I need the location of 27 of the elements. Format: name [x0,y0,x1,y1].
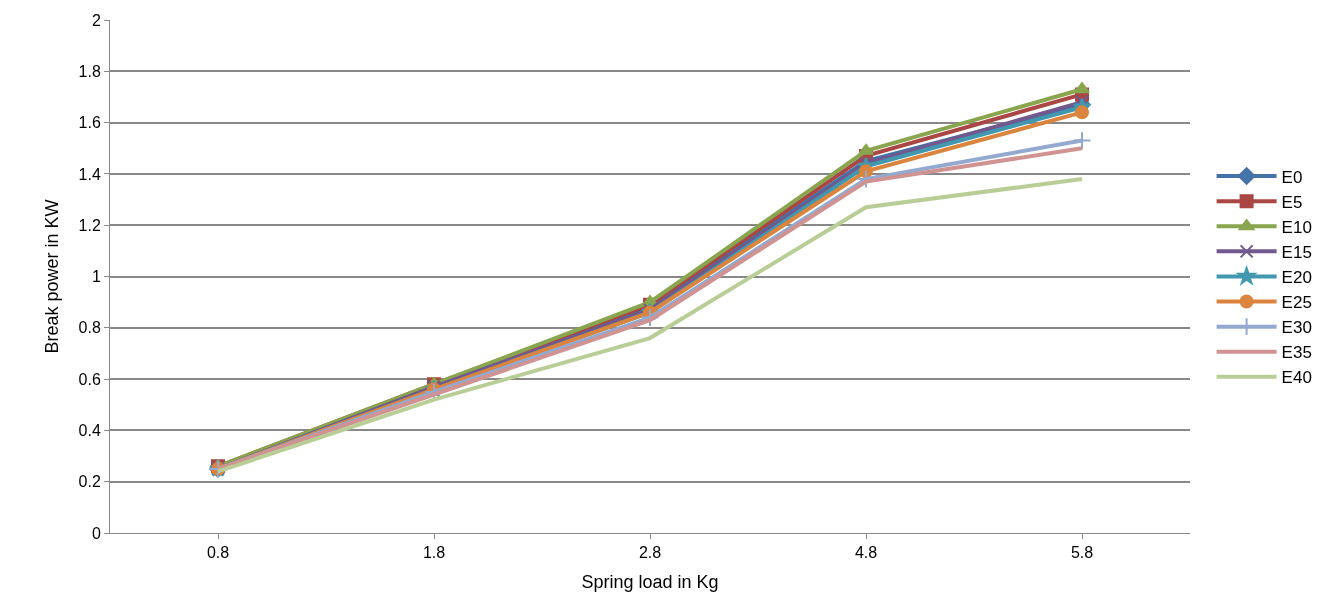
y-axis-title: Break power in KW [41,199,62,354]
y-tick-label: 1.6 [78,114,101,132]
y-tick-label: 0.2 [78,473,101,491]
y-tick-label: 1.8 [78,62,101,80]
x-tick-label: 4.8 [854,544,878,562]
x-tick-label: 2.8 [638,544,662,562]
y-tick-label: 0.8 [78,319,101,337]
legend-label: E30 [1281,318,1312,338]
y-tick-label: 1.2 [78,216,101,234]
y-tick-label: 1 [91,268,101,286]
y-tick-label: 2 [91,11,101,29]
x-tick-label: 5.8 [1070,544,1094,562]
legend-label: E5 [1281,192,1303,212]
legend-label: E35 [1281,343,1312,363]
legend-label: E20 [1281,268,1312,288]
y-tick-label: 0 [91,524,101,542]
legend-label: E0 [1281,167,1303,187]
y-tick-label: 0.4 [78,422,101,439]
legend-label: E15 [1281,242,1312,262]
legend-label: E25 [1281,293,1312,313]
y-tick-label: 1.4 [78,165,101,183]
x-tick-label: 1.8 [422,544,446,562]
legend-label: E10 [1281,217,1312,237]
legend-label: E40 [1281,368,1312,388]
y-tick-label: 0.6 [78,370,101,388]
x-axis-title: Spring load in Kg [581,572,719,593]
x-tick-label: 0.8 [206,544,230,562]
